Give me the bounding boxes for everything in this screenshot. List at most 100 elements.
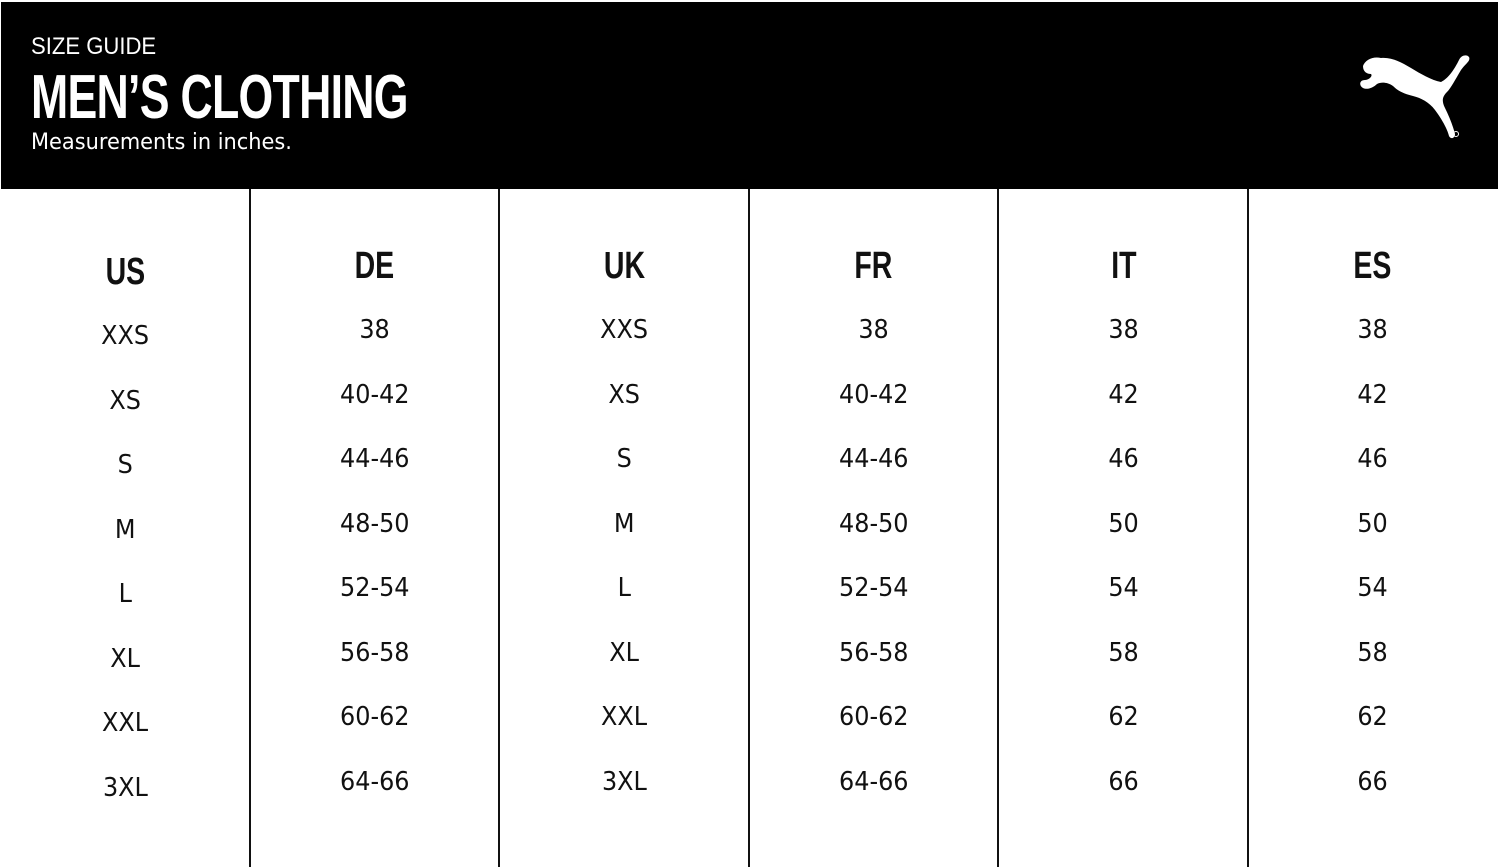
- cell-value: 42: [1108, 379, 1139, 410]
- table-cell: XS: [1, 386, 250, 416]
- column-header: FR: [749, 245, 998, 288]
- table-cell: 54: [999, 573, 1248, 603]
- table-cell: 42: [999, 380, 1248, 410]
- table-cell: 60-62: [250, 702, 499, 732]
- table-cell: XL: [1, 644, 250, 674]
- table-cell: 54: [1248, 573, 1497, 603]
- column-divider: [498, 189, 500, 867]
- column-header: ES: [1248, 245, 1497, 288]
- table-cell: XL: [500, 638, 749, 668]
- column-header-label: DE: [354, 245, 395, 287]
- table-cell: 50: [1248, 509, 1497, 539]
- cell-value: 38: [1108, 315, 1139, 345]
- page-title: MEN’S CLOTHING: [31, 63, 409, 132]
- table-cell: 66: [1248, 767, 1497, 797]
- cell-value: 62: [1108, 702, 1139, 732]
- table-cell: 52-54: [749, 573, 998, 603]
- cell-value: XXS: [600, 315, 649, 345]
- cell-value: 44-46: [339, 444, 410, 474]
- column-divider: [997, 189, 999, 867]
- table-cell: 62: [999, 702, 1248, 732]
- column-header: DE: [250, 245, 499, 288]
- subtitle: Measurements in inches.: [31, 130, 292, 155]
- cell-value: L: [118, 579, 133, 609]
- column-header-label: UK: [603, 245, 646, 287]
- puma-logo-icon: [1360, 55, 1470, 139]
- column-divider: [748, 189, 750, 867]
- cell-value: 54: [1108, 573, 1139, 603]
- column-it: IT 38 42 46 50 54 58 62 66: [999, 189, 1248, 867]
- table-cell: S: [1, 450, 250, 480]
- cell-value: 42: [1357, 379, 1388, 410]
- table-cell: XXL: [500, 702, 749, 732]
- cell-value: M: [115, 514, 136, 545]
- column-header-label: IT: [1110, 245, 1137, 287]
- table-cell: 46: [1248, 444, 1497, 474]
- table-cell: 56-58: [250, 638, 499, 668]
- cell-value: 64-66: [838, 766, 909, 797]
- cell-value: 3XL: [602, 766, 647, 797]
- table-cell: 44-46: [749, 444, 998, 474]
- table-cell: 52-54: [250, 573, 499, 603]
- column-header-label: FR: [854, 245, 893, 287]
- column-header: UK: [500, 245, 749, 288]
- table-cell: 40-42: [250, 380, 499, 410]
- table-cell: L: [500, 573, 749, 603]
- table-cell: 64-66: [250, 767, 499, 797]
- table-cell: 46: [999, 444, 1248, 474]
- cell-value: S: [616, 444, 633, 474]
- cell-value: 60-62: [838, 702, 909, 732]
- table-cell: 38: [1248, 315, 1497, 345]
- cell-value: 38: [359, 315, 390, 345]
- column-header-label: US: [105, 251, 146, 293]
- column-header: IT: [999, 245, 1248, 288]
- column-uk: UK XXS XS S M L XL XXL 3XL: [500, 189, 749, 867]
- table-cell: 38: [250, 315, 499, 345]
- cell-value: 40-42: [838, 379, 909, 410]
- table-cell: 66: [999, 767, 1248, 797]
- table-cell: 38: [749, 315, 998, 345]
- column-header: US: [1, 251, 250, 294]
- cell-value: 58: [1108, 637, 1139, 668]
- cell-value: 64-66: [339, 766, 410, 797]
- cell-value: 50: [1108, 508, 1139, 539]
- column-divider: [1247, 189, 1249, 867]
- table-cell: XXL: [1, 708, 250, 738]
- cell-value: 54: [1357, 573, 1388, 603]
- cell-value: 38: [858, 315, 889, 345]
- cell-value: XS: [109, 385, 142, 416]
- cell-value: S: [117, 450, 134, 480]
- cell-value: XXL: [601, 702, 648, 732]
- table-cell: 3XL: [1, 773, 250, 803]
- cell-value: 52-54: [838, 573, 909, 603]
- cell-value: 58: [1357, 637, 1388, 668]
- column-us: US XXS XS S M L XL XXL 3XL: [1, 189, 250, 867]
- cell-value: 38: [1357, 315, 1388, 345]
- cell-value: L: [617, 573, 632, 603]
- cell-value: 50: [1357, 508, 1388, 539]
- cell-value: XS: [608, 379, 641, 410]
- table-cell: L: [1, 579, 250, 609]
- table-cell: 58: [999, 638, 1248, 668]
- cell-value: 62: [1357, 702, 1388, 732]
- table-cell: 42: [1248, 380, 1497, 410]
- cell-value: 46: [1108, 444, 1139, 474]
- table-cell: 40-42: [749, 380, 998, 410]
- cell-value: 66: [1108, 766, 1139, 797]
- cell-value: 52-54: [339, 573, 410, 603]
- column-header-label: ES: [1353, 245, 1392, 287]
- table-cell: 62: [1248, 702, 1497, 732]
- cell-value: 48-50: [339, 508, 410, 539]
- table-cell: 58: [1248, 638, 1497, 668]
- column-es: ES 38 42 46 50 54 58 62 66: [1248, 189, 1497, 867]
- table-cell: 48-50: [749, 509, 998, 539]
- table-cell: M: [1, 515, 250, 545]
- kicker-label: SIZE GUIDE: [31, 33, 157, 60]
- table-cell: XXS: [1, 321, 250, 351]
- table-cell: 56-58: [749, 638, 998, 668]
- table-cell: M: [500, 509, 749, 539]
- table-cell: 38: [999, 315, 1248, 345]
- column-fr: FR 38 40-42 44-46 48-50 52-54 56-58 60-62 64-66: [749, 189, 998, 867]
- cell-value: XL: [110, 643, 141, 674]
- table-cell: 50: [999, 509, 1248, 539]
